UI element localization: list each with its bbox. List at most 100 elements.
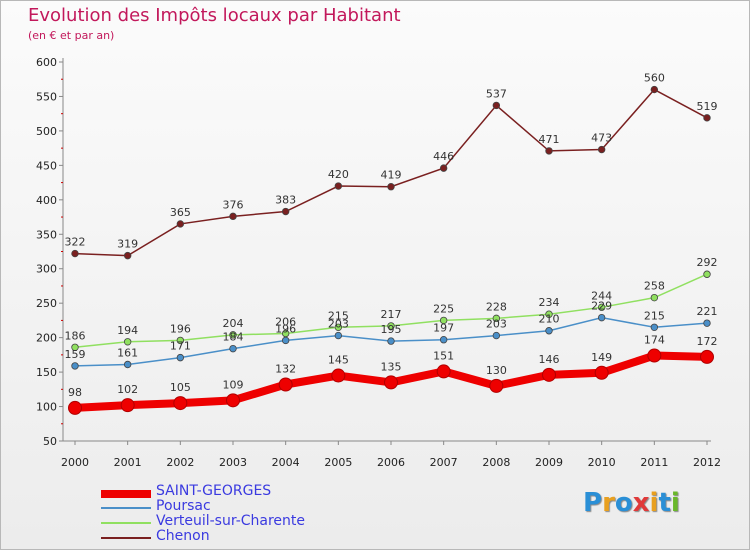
data-label: 225 <box>433 302 454 315</box>
data-label: 102 <box>117 383 138 396</box>
data-label: 244 <box>591 289 612 302</box>
data-point <box>68 400 82 415</box>
brand-letter: x <box>632 488 650 518</box>
data-point <box>123 251 132 260</box>
x-tick-label: 2003 <box>219 456 247 469</box>
data-point <box>492 314 501 323</box>
brand-letter: r <box>602 488 615 518</box>
x-tick-label: 2002 <box>166 456 194 469</box>
legend-label-saint-georges: SAINT-GEORGES <box>156 483 272 499</box>
data-label: 98 <box>68 386 82 399</box>
y-tick-label: 300 <box>36 263 57 276</box>
brand-letter: P <box>583 488 603 518</box>
data-point <box>703 319 711 327</box>
data-label: 135 <box>381 360 402 373</box>
data-point <box>229 212 237 221</box>
data-label: 184 <box>223 331 244 344</box>
data-label: 186 <box>65 329 86 342</box>
data-point <box>545 310 553 318</box>
data-label: 215 <box>328 309 349 322</box>
y-tick-label: 550 <box>36 90 57 103</box>
legend-swatch-verteuil <box>101 522 151 524</box>
data-point <box>281 207 290 216</box>
x-tick-label: 2005 <box>324 456 352 469</box>
data-point <box>123 338 132 346</box>
data-label: 204 <box>223 317 244 330</box>
x-tick-label: 2012 <box>693 456 721 469</box>
y-tick-label: 600 <box>36 56 57 69</box>
y-tick-label: 350 <box>36 228 57 241</box>
x-tick-label: 2004 <box>272 456 300 469</box>
legend-swatch-poursac <box>101 507 151 509</box>
data-point <box>542 367 556 382</box>
data-point <box>597 303 606 312</box>
data-label: 194 <box>117 324 138 337</box>
data-point <box>229 344 237 353</box>
data-label: 228 <box>486 300 507 313</box>
data-label: 420 <box>328 168 349 181</box>
data-label: 292 <box>697 256 718 269</box>
y-tick-label: 450 <box>36 159 57 172</box>
data-label: 519 <box>697 100 718 113</box>
data-point <box>545 147 553 155</box>
data-point <box>703 270 711 278</box>
data-label: 217 <box>381 308 402 321</box>
legend-label-chenon: Chenon <box>156 528 210 544</box>
data-label: 258 <box>644 280 665 293</box>
data-label: 195 <box>381 323 402 336</box>
data-label: 221 <box>697 305 718 318</box>
data-label: 174 <box>644 334 665 347</box>
data-label: 146 <box>539 353 560 366</box>
y-tick-label: 500 <box>36 125 57 138</box>
x-tick-label: 2006 <box>377 456 405 469</box>
data-point <box>123 360 132 369</box>
data-label: 197 <box>433 322 454 335</box>
y-tick-label: 400 <box>36 194 57 207</box>
legend-swatch-chenon <box>101 537 151 539</box>
data-point <box>545 327 553 335</box>
data-label: 151 <box>433 349 454 362</box>
x-tick-label: 2000 <box>61 456 89 469</box>
data-point <box>647 348 662 363</box>
brand-letter: i <box>670 488 680 518</box>
brand-letter: o <box>614 488 633 518</box>
data-point <box>439 336 448 344</box>
data-point <box>278 377 293 392</box>
data-point <box>71 343 79 351</box>
data-point <box>334 182 343 190</box>
data-label: 206 <box>275 316 296 329</box>
y-tick-label: 100 <box>36 401 57 414</box>
data-point <box>387 337 395 345</box>
data-label: 365 <box>170 206 191 219</box>
data-label: 446 <box>433 150 454 163</box>
data-label: 196 <box>275 322 296 335</box>
y-tick-label: 250 <box>36 297 57 310</box>
data-label: 161 <box>117 347 138 360</box>
data-point <box>176 353 185 362</box>
data-label: 471 <box>539 133 560 146</box>
x-tick-label: 2008 <box>482 456 510 469</box>
data-point <box>229 331 237 339</box>
data-point <box>650 323 659 331</box>
x-tick-label: 2011 <box>640 456 668 469</box>
x-tick-label: 2010 <box>588 456 616 469</box>
data-label: 560 <box>644 72 665 85</box>
data-point <box>387 322 395 330</box>
data-label: 322 <box>65 236 86 249</box>
data-point <box>71 362 79 370</box>
data-label: 109 <box>223 378 244 391</box>
data-label: 376 <box>223 198 244 211</box>
y-tick-label: 200 <box>36 332 57 345</box>
data-point <box>226 393 240 408</box>
legend-label-verteuil: Verteuil-sur-Charente <box>156 513 306 529</box>
data-point <box>331 368 346 383</box>
data-point <box>176 336 185 345</box>
data-label: 159 <box>65 348 86 361</box>
data-point <box>176 220 185 228</box>
x-tick-label: 2007 <box>430 456 458 469</box>
legend-label-poursac: Poursac <box>156 498 211 514</box>
data-point <box>281 336 290 345</box>
data-point <box>650 293 659 302</box>
